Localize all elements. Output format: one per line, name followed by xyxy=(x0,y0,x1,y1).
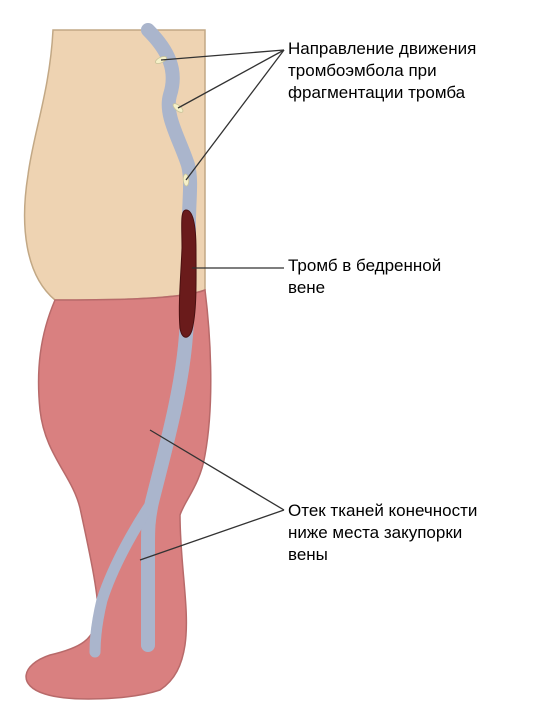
leg-thrombosis-diagram xyxy=(0,0,540,720)
emboli-direction-label: Направление движения тромбоэмбола при фр… xyxy=(288,38,476,103)
diagram-canvas: Направление движения тромбоэмбола при фр… xyxy=(0,0,540,720)
thrombus-label: Тромб в бедренной вене xyxy=(288,255,441,299)
thrombus xyxy=(179,210,196,337)
edema-label: Отек тканей конечности ниже места закупо… xyxy=(288,500,477,565)
